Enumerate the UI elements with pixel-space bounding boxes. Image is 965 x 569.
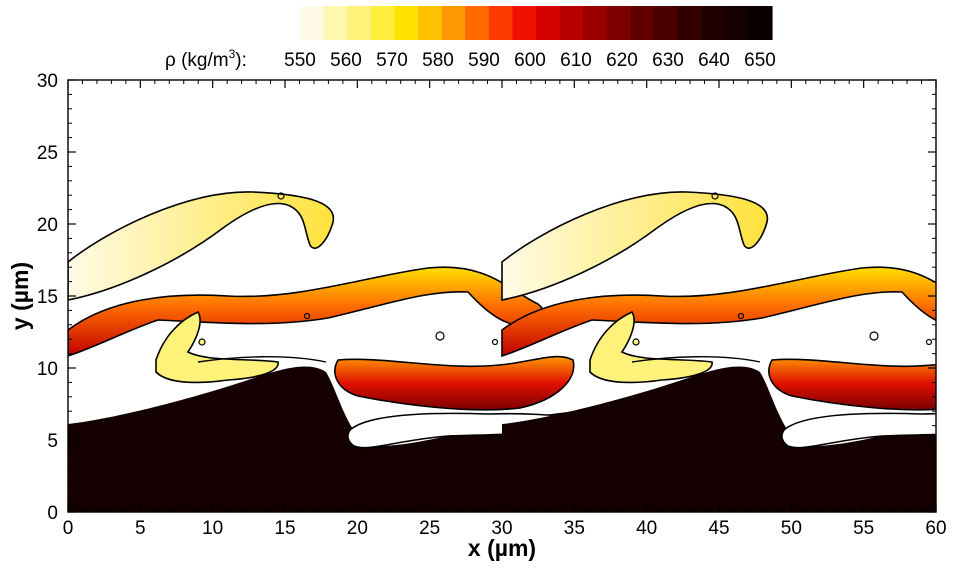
colorbar-label: 590 (468, 50, 500, 71)
colorbar-label: 600 (514, 50, 546, 71)
x-tick-label: 0 (63, 518, 74, 539)
colorbar-label: 560 (330, 50, 362, 71)
colorbar-swatch (488, 6, 513, 40)
colorbar-swatch (583, 6, 608, 40)
colorbar-title-sup: 3 (229, 47, 236, 61)
y-tick-label: 20 (37, 215, 58, 236)
colorbar-label: 620 (606, 50, 638, 71)
colorbar-swatch (654, 6, 679, 40)
axis-ticks (67, 79, 937, 513)
x-tick-label: 25 (419, 518, 440, 539)
colorbar-swatch (465, 6, 490, 40)
y-tick-label: 0 (47, 503, 58, 524)
x-tick-label: 60 (925, 518, 946, 539)
x-tick-label: 55 (853, 518, 874, 539)
colorbar-swatch (677, 6, 702, 40)
colorbar-label: 580 (422, 50, 454, 71)
colorbar-label: 570 (376, 50, 408, 71)
x-tick-label: 30 (491, 518, 512, 539)
x-tick-labels: 0 5 10 15 20 25 30 35 40 45 50 55 60 (63, 518, 947, 539)
colorbar-swatch (300, 6, 325, 40)
colorbar-swatch (370, 6, 395, 40)
colorbar-swatch (441, 6, 466, 40)
colorbar-label: 610 (560, 50, 592, 71)
x-tick-label: 15 (274, 518, 295, 539)
x-tick-label: 10 (202, 518, 223, 539)
colorbar-label: 640 (698, 50, 730, 71)
colorbar-swatch (418, 6, 443, 40)
colorbar-swatch (606, 6, 631, 40)
y-tick-label: 5 (47, 431, 58, 452)
x-tick-label: 20 (347, 518, 368, 539)
y-tick-label: 15 (37, 287, 58, 308)
colorbar-title: ρ (kg/m3): (165, 47, 247, 71)
colorbar-label: 550 (284, 50, 316, 71)
y-tick-label: 25 (37, 143, 58, 164)
colorbar-swatch (323, 6, 348, 40)
x-axis-title: x (µm) (468, 535, 536, 561)
x-tick-label: 40 (636, 518, 657, 539)
x-tick-label: 45 (708, 518, 729, 539)
x-tick-label: 5 (135, 518, 146, 539)
colorbar-swatch (536, 6, 561, 40)
colorbar-label: 630 (652, 50, 684, 71)
colorbar-labels: 550 560 570 580 590 600 610 620 630 640 650 (284, 50, 776, 71)
colorbar-swatch (630, 6, 655, 40)
colorbar (300, 6, 773, 40)
colorbar-swatch (701, 6, 726, 40)
colorbar-swatch (347, 6, 372, 40)
colorbar-swatch (748, 6, 773, 40)
colorbar-swatch (512, 6, 537, 40)
colorbar-swatch (724, 6, 749, 40)
colorbar-title-prefix: ρ (kg/m (165, 50, 229, 71)
colorbar-swatch (559, 6, 584, 40)
y-tick-label: 10 (37, 359, 58, 380)
y-tick-labels: 0 5 10 15 20 25 30 (37, 71, 58, 524)
x-tick-label: 50 (781, 518, 802, 539)
x-tick-label: 35 (564, 518, 585, 539)
y-tick-label: 30 (37, 71, 58, 92)
colorbar-swatch (394, 6, 419, 40)
y-axis-title: y (µm) (7, 262, 33, 330)
colorbar-title-suffix: ): (235, 50, 247, 71)
colorbar-label: 650 (744, 50, 776, 71)
